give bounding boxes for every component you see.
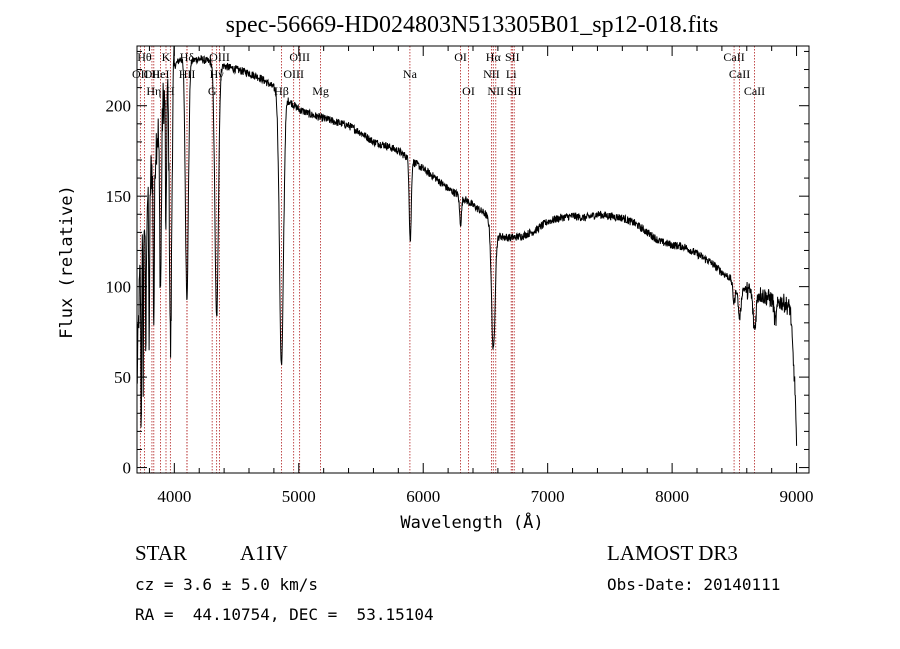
line-marker-label: Na xyxy=(403,67,418,81)
line-marker-label: K xyxy=(162,50,171,64)
line-marker-label: OIII xyxy=(209,50,230,64)
line-marker-label: HeI xyxy=(152,67,170,81)
line-marker-label: NII xyxy=(487,84,504,98)
line-marker-label: CaII xyxy=(729,67,750,81)
line-marker-label: OII xyxy=(132,67,149,81)
line-marker-label-layer: OIIHθOIIHηHeIKHHδHIIGHγOIIIHβOIIIOIIIMgN… xyxy=(132,50,765,98)
line-marker-label: OI xyxy=(462,84,475,98)
x-axis-label: Wavelength (Å) xyxy=(400,511,543,533)
y-axis-label: Flux (relative) xyxy=(57,185,77,339)
line-marker-label: G xyxy=(208,84,217,98)
x-tick-label: 9000 xyxy=(780,487,814,506)
spectrum-series-line xyxy=(136,45,798,446)
line-marker-label: NII xyxy=(483,67,500,81)
x-tick-label: 4000 xyxy=(157,487,191,506)
y-tick-label: 0 xyxy=(123,459,132,478)
plot-frame xyxy=(136,45,810,474)
y-tick-label: 150 xyxy=(106,187,132,206)
y-tick-label: 50 xyxy=(114,368,131,387)
line-marker-label: OII xyxy=(144,67,161,81)
line-marker-label: Hθ xyxy=(137,50,152,64)
line-marker-layer xyxy=(139,46,755,473)
line-marker-label: Li xyxy=(506,67,517,81)
line-marker-label: SII xyxy=(507,84,522,98)
y-tick-label: 200 xyxy=(106,97,132,116)
line-marker-label: OI xyxy=(454,50,467,64)
x-tick-label: 5000 xyxy=(282,487,316,506)
line-marker-label: Mg xyxy=(312,84,329,98)
x-tick-label: 7000 xyxy=(531,487,565,506)
line-marker-label: CaII xyxy=(744,84,765,98)
line-marker-label: Hβ xyxy=(274,84,289,98)
survey-label: LAMOST DR3 xyxy=(607,541,738,565)
line-marker-label: CaII xyxy=(723,50,744,64)
x-tick-label: 6000 xyxy=(406,487,440,506)
line-marker-label: OIII xyxy=(283,67,304,81)
object-subclass-label: A1IV xyxy=(240,541,288,565)
line-marker-label: OIII xyxy=(289,50,310,64)
line-marker-label: H xyxy=(166,84,175,98)
line-marker-label: Hδ xyxy=(180,50,195,64)
line-marker-label: HII xyxy=(179,67,196,81)
line-marker-label: SII xyxy=(505,50,520,64)
line-marker-label: Hα xyxy=(486,50,502,64)
ra-dec-label: RA = 44.10754, DEC = 53.15104 xyxy=(135,605,434,624)
y-tick-label: 100 xyxy=(106,278,132,297)
chart-title: spec-56669-HD024803N513305B01_sp12-018.f… xyxy=(226,12,719,38)
line-marker-label: Hη xyxy=(146,84,161,98)
redshift-cz-label: cz = 3.6 ± 5.0 km/s xyxy=(135,575,318,594)
x-tick-label: 8000 xyxy=(655,487,689,506)
y-axis-ticks: 0 50 100 150 200 xyxy=(106,50,809,478)
x-axis-ticks: 4000 5000 6000 7000 8000 9000 xyxy=(148,46,814,506)
object-class-label: STAR xyxy=(135,541,187,565)
obs-date-label: Obs-Date: 20140111 xyxy=(607,575,780,594)
